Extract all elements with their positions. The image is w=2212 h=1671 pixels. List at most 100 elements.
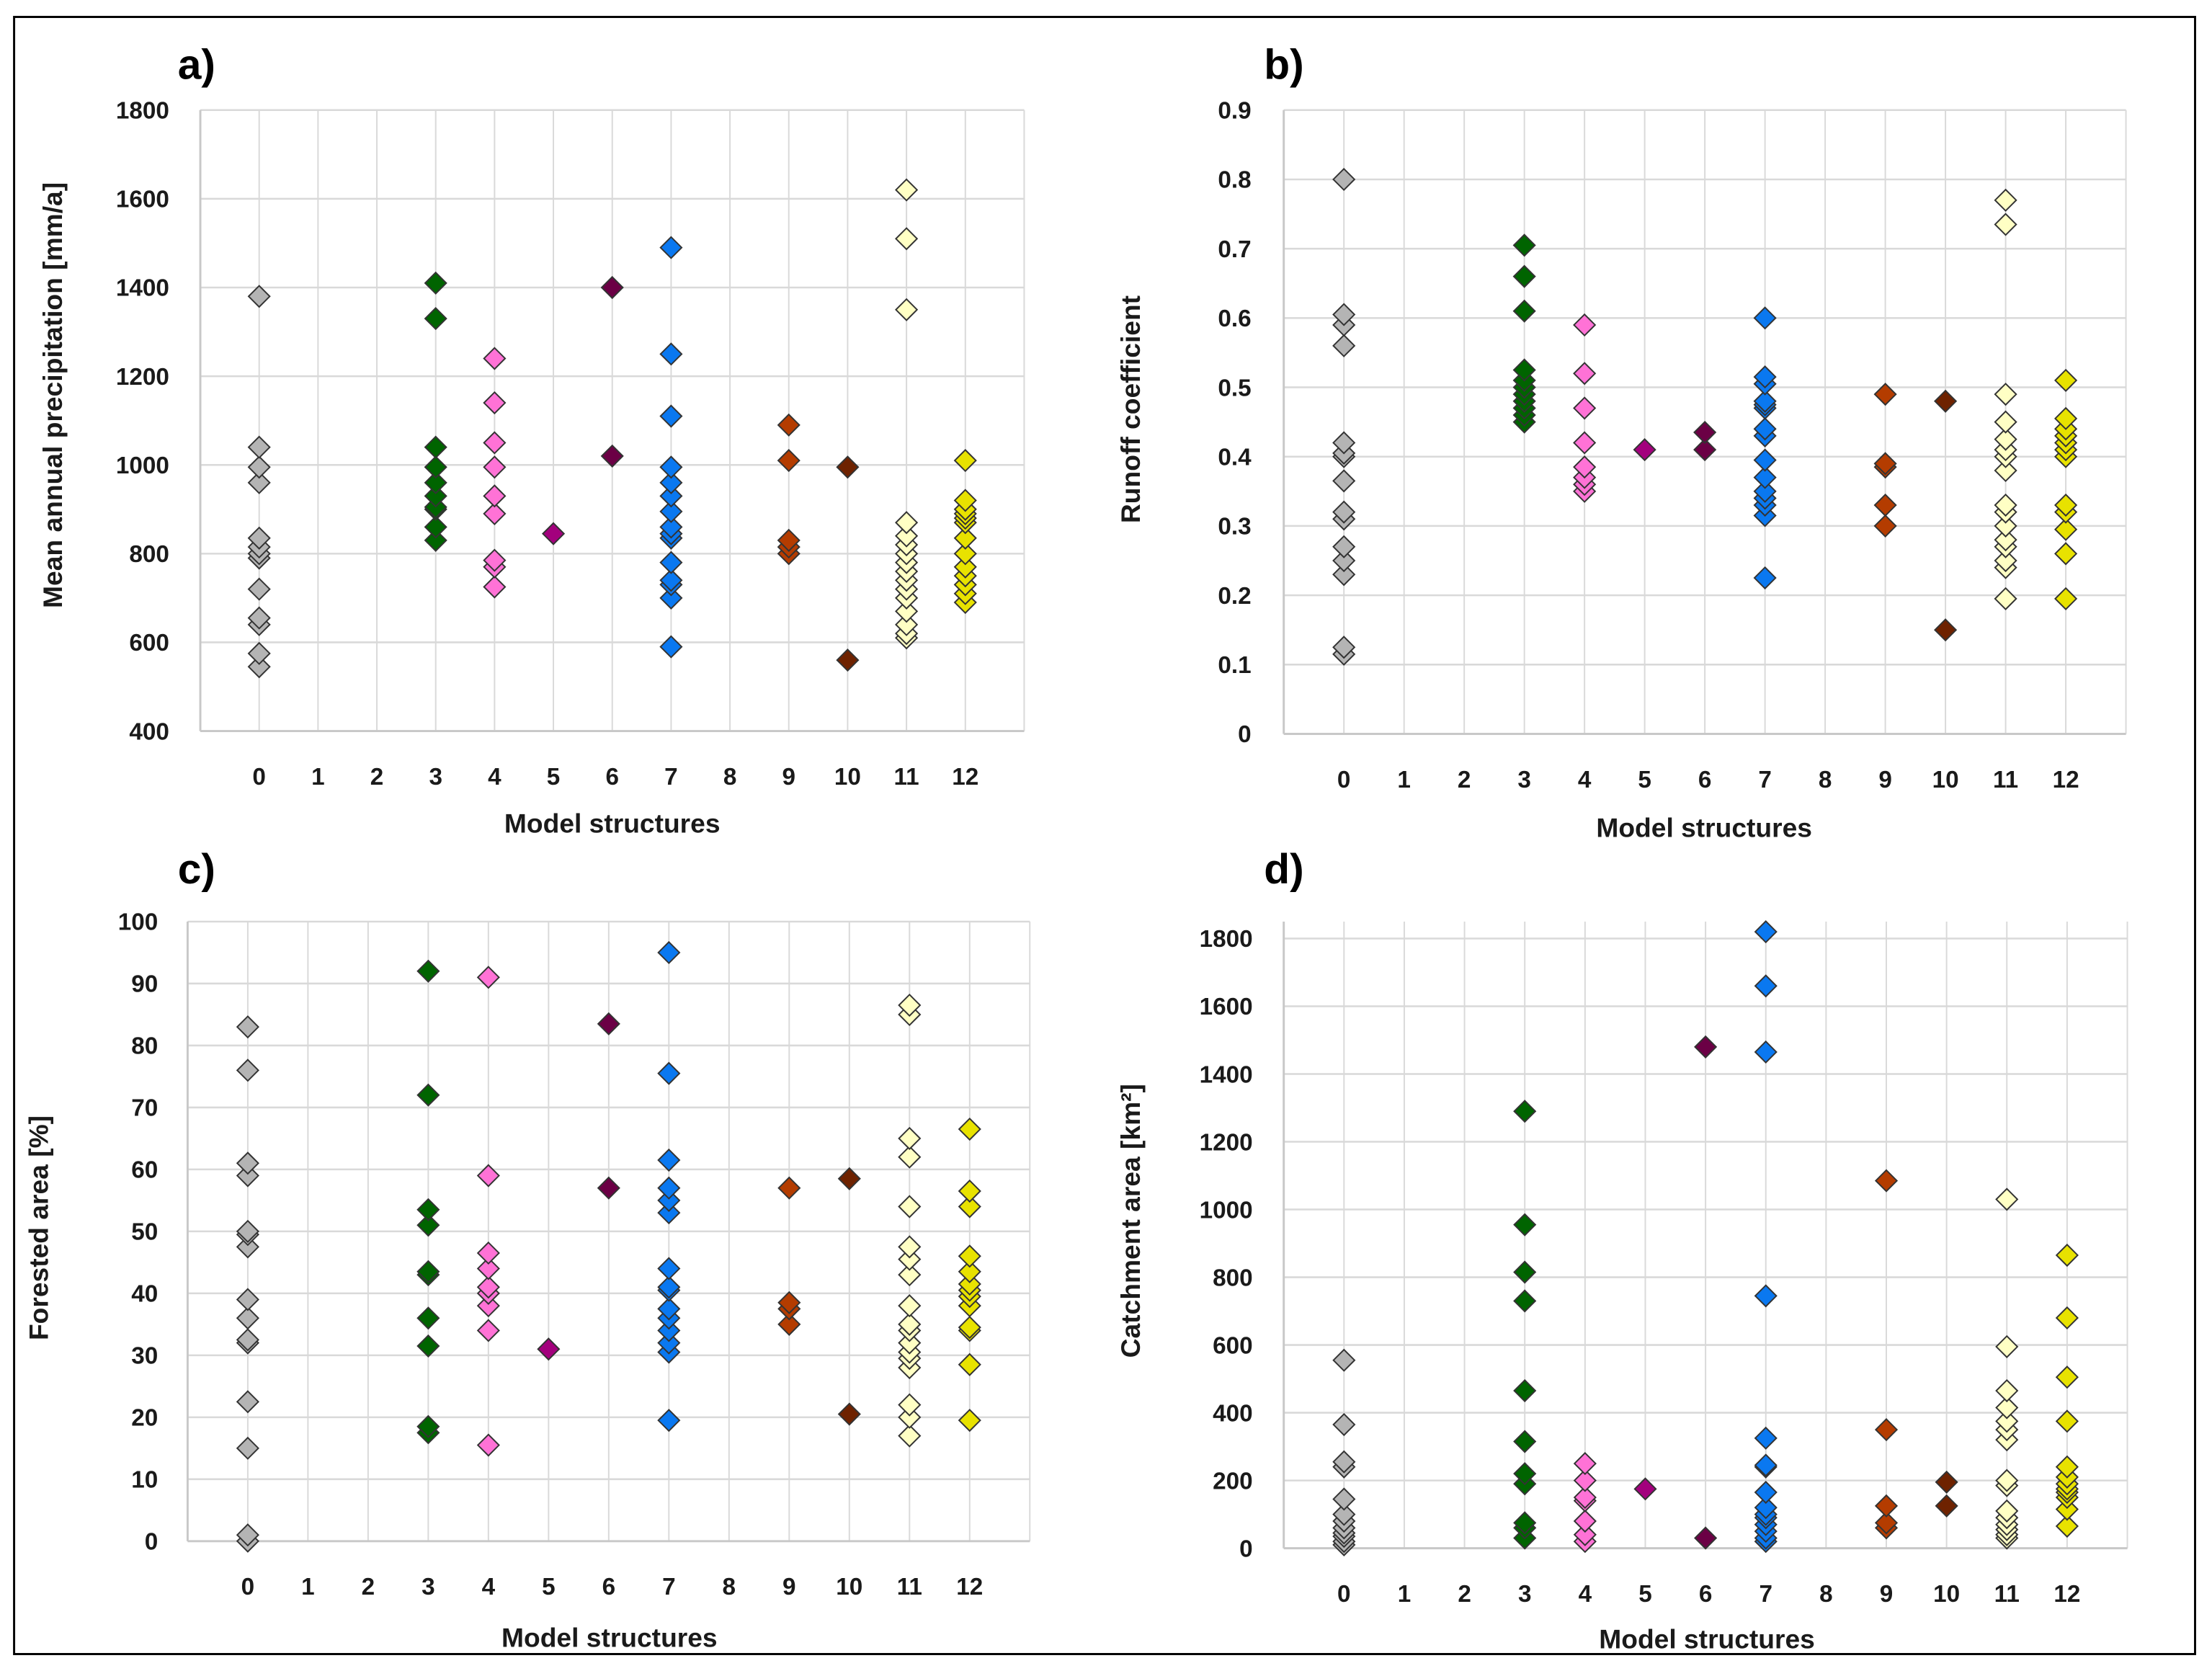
y-axis-label: Mean annual precipitation [mm/a] <box>37 182 68 608</box>
data-point <box>476 1293 500 1318</box>
data-point <box>476 1319 500 1342</box>
data-point <box>247 471 271 494</box>
x-tick-label: 0 <box>241 1574 255 1600</box>
x-tick-label: 1 <box>301 1574 315 1600</box>
x-tick-label: 2 <box>1458 767 1471 793</box>
y-tick-label: 0 <box>1239 1536 1253 1562</box>
series-model-0 <box>1332 167 1356 666</box>
y-tick-label: 1800 <box>1200 926 1253 953</box>
data-point <box>953 489 977 512</box>
x-tick-label: 5 <box>1638 1581 1652 1608</box>
data-point <box>424 455 447 479</box>
data-point <box>424 307 447 331</box>
data-point <box>1512 233 1536 257</box>
x-tick-label: 6 <box>1699 1581 1713 1608</box>
x-tick-label: 9 <box>1878 767 1892 793</box>
y-tick-label: 0.5 <box>1218 375 1251 401</box>
data-point <box>777 1176 801 1200</box>
data-point <box>1753 389 1777 413</box>
data-point <box>236 1288 259 1311</box>
y-tick-label: 0.4 <box>1218 444 1252 471</box>
y-tick-label: 0.3 <box>1218 514 1251 540</box>
series-model-7 <box>657 940 681 1432</box>
data-point <box>2054 406 2078 430</box>
x-axis-label: Model structures <box>1596 812 1812 842</box>
data-point <box>895 511 919 535</box>
data-point <box>1935 1494 1958 1518</box>
data-point <box>1873 514 1897 538</box>
data-point <box>1754 920 1778 944</box>
data-point <box>657 1297 681 1321</box>
data-point <box>1874 1494 1899 1518</box>
data-point <box>958 1195 981 1218</box>
data-point <box>1573 1452 1597 1476</box>
data-point <box>416 1083 440 1107</box>
data-point <box>236 1151 259 1175</box>
data-point <box>1934 618 1958 642</box>
x-tick-label: 5 <box>1638 767 1651 793</box>
data-point <box>1995 1396 2019 1420</box>
series-model-3 <box>416 959 440 1445</box>
data-point <box>1512 264 1536 288</box>
series-model-3 <box>424 271 447 552</box>
data-point <box>2055 1243 2079 1267</box>
data-point <box>1754 1426 1778 1450</box>
data-point <box>1513 1213 1537 1236</box>
data-point <box>597 1176 620 1200</box>
data-point <box>1995 1469 2019 1492</box>
x-tick-label: 7 <box>662 1574 676 1600</box>
x-tick-label: 9 <box>782 764 795 790</box>
data-point <box>1573 313 1597 337</box>
data-point <box>424 528 447 552</box>
series-model-11 <box>895 178 919 650</box>
data-point <box>898 1263 922 1287</box>
data-point <box>659 484 683 508</box>
data-point <box>541 522 566 545</box>
data-point <box>247 455 271 479</box>
series-model-10 <box>1934 389 1958 642</box>
data-point <box>236 1219 259 1243</box>
x-tick-label: 7 <box>664 764 678 790</box>
data-point <box>659 586 683 610</box>
data-point <box>659 342 683 366</box>
y-tick-label: 1200 <box>1200 1129 1253 1156</box>
data-point <box>476 1164 500 1187</box>
data-point <box>777 528 800 552</box>
y-tick-label: 0.7 <box>1218 236 1251 263</box>
x-tick-label: 7 <box>1758 767 1772 793</box>
data-point <box>1332 334 1356 357</box>
data-point <box>1513 1100 1537 1123</box>
panel-label: d) <box>1264 846 1303 893</box>
data-point <box>1573 1523 1597 1546</box>
data-point <box>2055 1306 2079 1330</box>
data-point <box>1573 362 1597 386</box>
data-point <box>416 1198 440 1221</box>
data-point <box>1332 500 1356 524</box>
data-point <box>236 1306 259 1330</box>
data-point <box>659 515 683 539</box>
series-model-10 <box>837 1167 861 1426</box>
y-tick-label: 100 <box>118 909 159 936</box>
data-point <box>1873 493 1897 517</box>
data-point <box>898 1331 922 1355</box>
data-point <box>2054 517 2078 541</box>
data-point <box>895 524 919 548</box>
data-point <box>1332 1450 1356 1474</box>
y-tick-label: 600 <box>1213 1332 1253 1359</box>
data-point <box>424 484 447 508</box>
series-model-6 <box>1693 420 1717 462</box>
x-tick-label: 10 <box>834 764 861 790</box>
data-point <box>236 1235 259 1259</box>
data-point <box>1753 365 1777 389</box>
data-point <box>1873 452 1897 476</box>
data-point <box>659 404 683 428</box>
data-point <box>1754 1040 1778 1064</box>
y-tick-label: 200 <box>1213 1468 1253 1494</box>
y-tick-label: 80 <box>131 1033 158 1060</box>
data-point <box>898 1195 922 1218</box>
data-point <box>416 1414 440 1438</box>
x-tick-label: 1 <box>1397 767 1411 793</box>
data-point <box>1573 1509 1597 1533</box>
